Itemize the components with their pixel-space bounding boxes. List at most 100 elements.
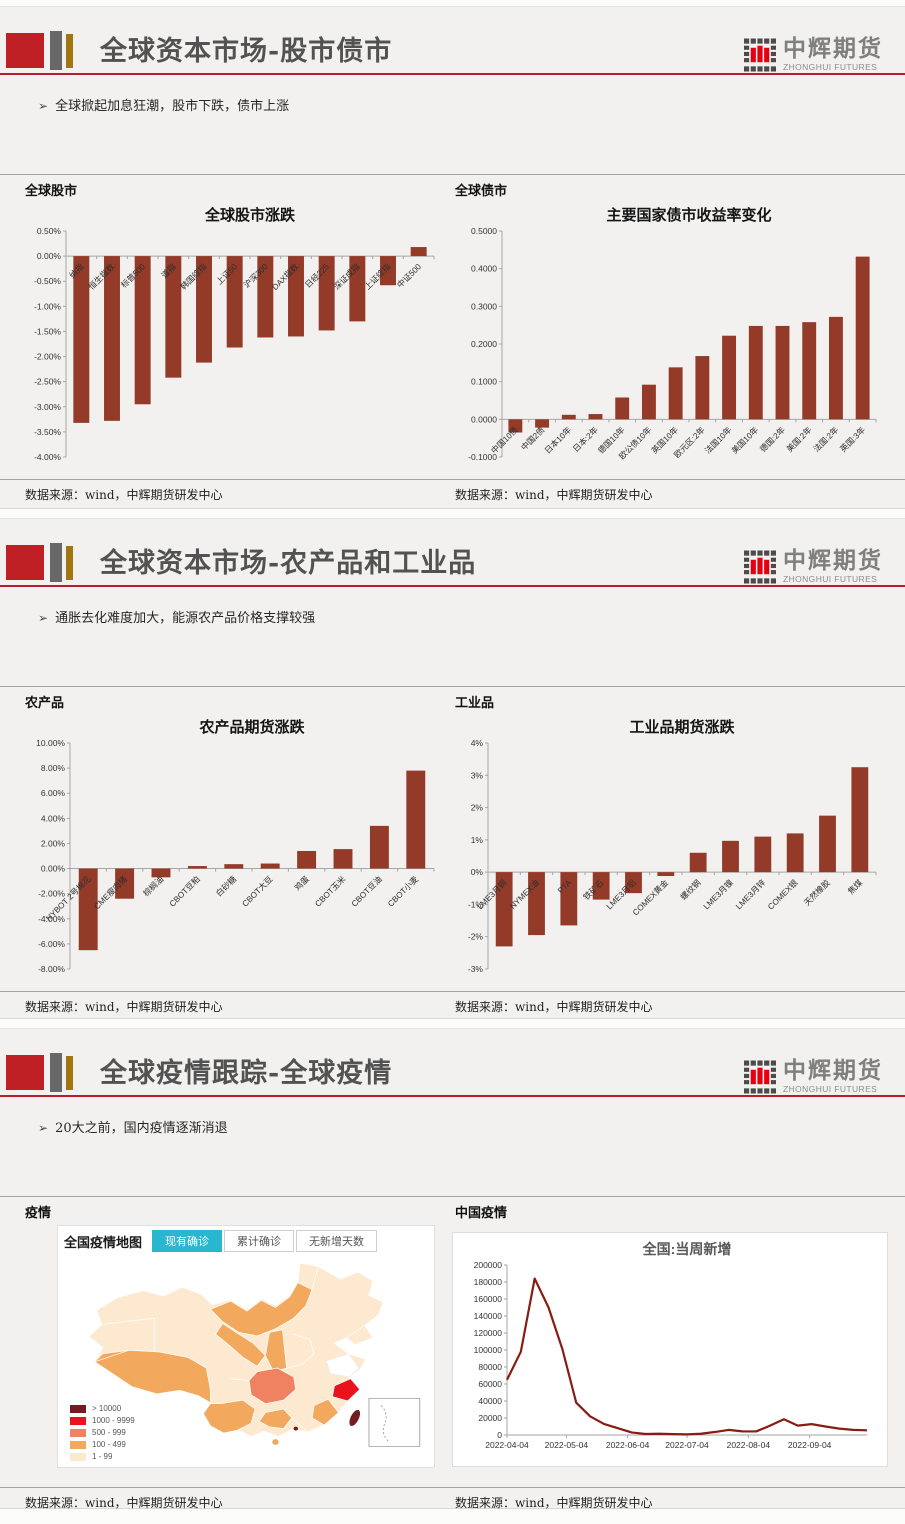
svg-text:20000: 20000 xyxy=(478,1413,502,1423)
section-divider xyxy=(0,1196,905,1197)
section-label-right: 全球债市 xyxy=(455,184,508,199)
agri-futures-chart: 农产品期货涨跌 10.00% 8.00% 6.00% 4.00% 2.00% 0.00% -2… xyxy=(36,718,435,974)
svg-text:60000: 60000 xyxy=(478,1379,502,1389)
svg-text:2022-07-04: 2022-07-04 xyxy=(665,1440,709,1450)
brand-logo: 中辉期货 ZHONGHUI FUTURES xyxy=(744,1059,883,1094)
legend-swatch xyxy=(70,1452,86,1461)
svg-text:CBOT大豆: CBOT大豆 xyxy=(240,874,275,909)
china-epidemic-chart-panel: 全国:当周新增 200000 180000 160000 140000 120000 100… xyxy=(452,1232,888,1467)
svg-text:180000: 180000 xyxy=(474,1277,503,1287)
svg-text:0: 0 xyxy=(497,1430,502,1440)
svg-text:-0.1000: -0.1000 xyxy=(468,452,497,462)
data-source-right: 数据来源：wind，中辉期货研发中心 xyxy=(455,1496,653,1510)
header-deco-gray xyxy=(50,1053,62,1092)
svg-text:LME3月锌: LME3月锌 xyxy=(733,877,767,911)
header-deco-red xyxy=(6,545,44,580)
section-label-left: 全球股市 xyxy=(25,184,78,199)
header-divider xyxy=(0,585,905,587)
tab-active-confirmed[interactable]: 现有确诊 xyxy=(152,1230,223,1252)
header-deco-gray xyxy=(50,543,62,582)
bullet-line: ➢ 20大之前，国内疫情逐渐消退 xyxy=(38,1117,228,1136)
svg-text:LME3月镍: LME3月镍 xyxy=(701,877,735,911)
logo-en: ZHONGHUI FUTURES xyxy=(783,574,878,584)
brand-logo: 中辉期货 ZHONGHUI FUTURES xyxy=(744,37,883,72)
tab-cumulative-confirmed[interactable]: 累计确诊 xyxy=(224,1230,295,1252)
bullet-line: ➢ 全球掀起加息狂潮，股市下跌，债市上涨 xyxy=(38,95,289,114)
svg-text:-2.50%: -2.50% xyxy=(34,377,61,387)
section-label-right: 中国疫情 xyxy=(455,1206,508,1221)
legend-swatch xyxy=(70,1404,86,1413)
page-title: 全球资本市场-农产品和工业品 xyxy=(100,548,477,579)
bond-yield-chart: 主要国家债市收益率变化 0.5000 0.4000 0.3000 0.2000 0.100… xyxy=(468,206,877,462)
bullet-arrow-icon: ➢ xyxy=(38,1121,49,1135)
svg-text:螺纹钢: 螺纹钢 xyxy=(678,877,702,901)
svg-text:0%: 0% xyxy=(471,867,484,877)
svg-text:1%: 1% xyxy=(471,835,484,845)
footer-divider xyxy=(0,991,905,992)
legend-item: 500 - 999 xyxy=(70,1428,135,1437)
svg-text:-8.00%: -8.00% xyxy=(38,964,65,974)
svg-text:-2.00%: -2.00% xyxy=(38,889,65,899)
svg-text:0.4000: 0.4000 xyxy=(471,264,497,274)
slide-agri-industrial: 全球资本市场-农产品和工业品 中辉期货 ZHONGHUI FUTURES ➢ 通胀… xyxy=(0,518,905,1019)
svg-text:中国10债: 中国10债 xyxy=(489,425,520,456)
legend-swatch xyxy=(70,1440,86,1449)
svg-text:中证500: 中证500 xyxy=(395,261,424,290)
header-deco-red xyxy=(6,1055,44,1090)
section-label-right: 工业品 xyxy=(455,696,495,711)
svg-text:2022-09-04: 2022-09-04 xyxy=(788,1440,832,1450)
logo-text: 中辉期货 ZHONGHUI FUTURES xyxy=(783,37,883,73)
svg-text:-1.00%: -1.00% xyxy=(34,301,61,311)
bullet-text: 通胀去化难度加大，能源农产品价格支撑较强 xyxy=(55,611,316,626)
footer-divider xyxy=(0,1487,905,1488)
header-deco-gold xyxy=(66,34,73,68)
svg-text:美国10年: 美国10年 xyxy=(729,425,760,456)
header-deco-gray xyxy=(50,31,62,70)
svg-text:6.00%: 6.00% xyxy=(41,788,66,798)
svg-text:0.00%: 0.00% xyxy=(41,864,66,874)
svg-text:-3.00%: -3.00% xyxy=(34,402,61,412)
legend-label: 1 - 99 xyxy=(92,1452,113,1461)
bullet-text: 20大之前，国内疫情逐渐消退 xyxy=(55,1121,228,1136)
data-source-left: 数据来源：wind，中辉期货研发中心 xyxy=(25,1496,223,1510)
logo-en: ZHONGHUI FUTURES xyxy=(783,1084,878,1094)
logo-cn: 中辉期货 xyxy=(783,547,883,573)
legend-label: 1000 - 9999 xyxy=(92,1416,135,1425)
header-divider xyxy=(0,73,905,75)
map-legend: > 10000 1000 - 9999 500 - 999 100 - 499 … xyxy=(70,1401,135,1461)
legend-label: 500 - 999 xyxy=(92,1428,126,1437)
header-deco-gold xyxy=(66,546,73,580)
svg-text:鸡蛋: 鸡蛋 xyxy=(292,874,311,893)
svg-text:英国:3年: 英国:3年 xyxy=(838,425,867,454)
svg-text:160000: 160000 xyxy=(474,1294,503,1304)
logo-text: 中辉期货 ZHONGHUI FUTURES xyxy=(783,547,883,585)
svg-text:全球股市涨跌: 全球股市涨跌 xyxy=(204,206,296,224)
page-title: 全球资本市场-股市债市 xyxy=(100,36,393,67)
china-map xyxy=(87,1262,421,1447)
header-deco-red xyxy=(6,33,44,68)
svg-text:白砂糖: 白砂糖 xyxy=(214,874,238,898)
weekly-new-cases-chart: 全国:当周新增200000180000160000140000120000100… xyxy=(474,1241,868,1450)
svg-text:4.00%: 4.00% xyxy=(41,813,66,823)
header-divider xyxy=(0,1095,905,1097)
svg-text:10.00%: 10.00% xyxy=(36,738,65,748)
svg-text:-2%: -2% xyxy=(468,932,484,942)
svg-text:2022-06-04: 2022-06-04 xyxy=(606,1440,650,1450)
svg-text:CBOT小麦: CBOT小麦 xyxy=(385,874,420,909)
legend-label: > 10000 xyxy=(92,1404,122,1413)
svg-text:0.5000: 0.5000 xyxy=(471,226,497,236)
svg-text:2022-04-04: 2022-04-04 xyxy=(485,1440,529,1450)
global-stock-chart: 全球股市涨跌 0.50% 0.00% -0.50% -1.00% -1.50% -2.00%… xyxy=(34,206,435,462)
data-source-right: 数据来源：wind，中辉期货研发中心 xyxy=(455,1000,653,1014)
bullet-arrow-icon: ➢ xyxy=(38,611,49,625)
svg-text:COMEX银: COMEX银 xyxy=(765,877,799,911)
svg-text:-1%: -1% xyxy=(468,899,484,909)
svg-text:德国:2年: 德国:2年 xyxy=(758,425,787,454)
svg-text:140000: 140000 xyxy=(474,1311,503,1321)
page-title: 全球疫情跟踪-全球疫情 xyxy=(100,1058,393,1089)
bullet-line: ➢ 通胀去化难度加大，能源农产品价格支撑较强 xyxy=(38,607,315,626)
tab-days-without-new[interactable]: 无新增天数 xyxy=(296,1230,378,1252)
logo-cn: 中辉期货 xyxy=(783,1057,883,1083)
svg-text:-2.00%: -2.00% xyxy=(34,352,61,362)
svg-text:120000: 120000 xyxy=(474,1328,503,1338)
